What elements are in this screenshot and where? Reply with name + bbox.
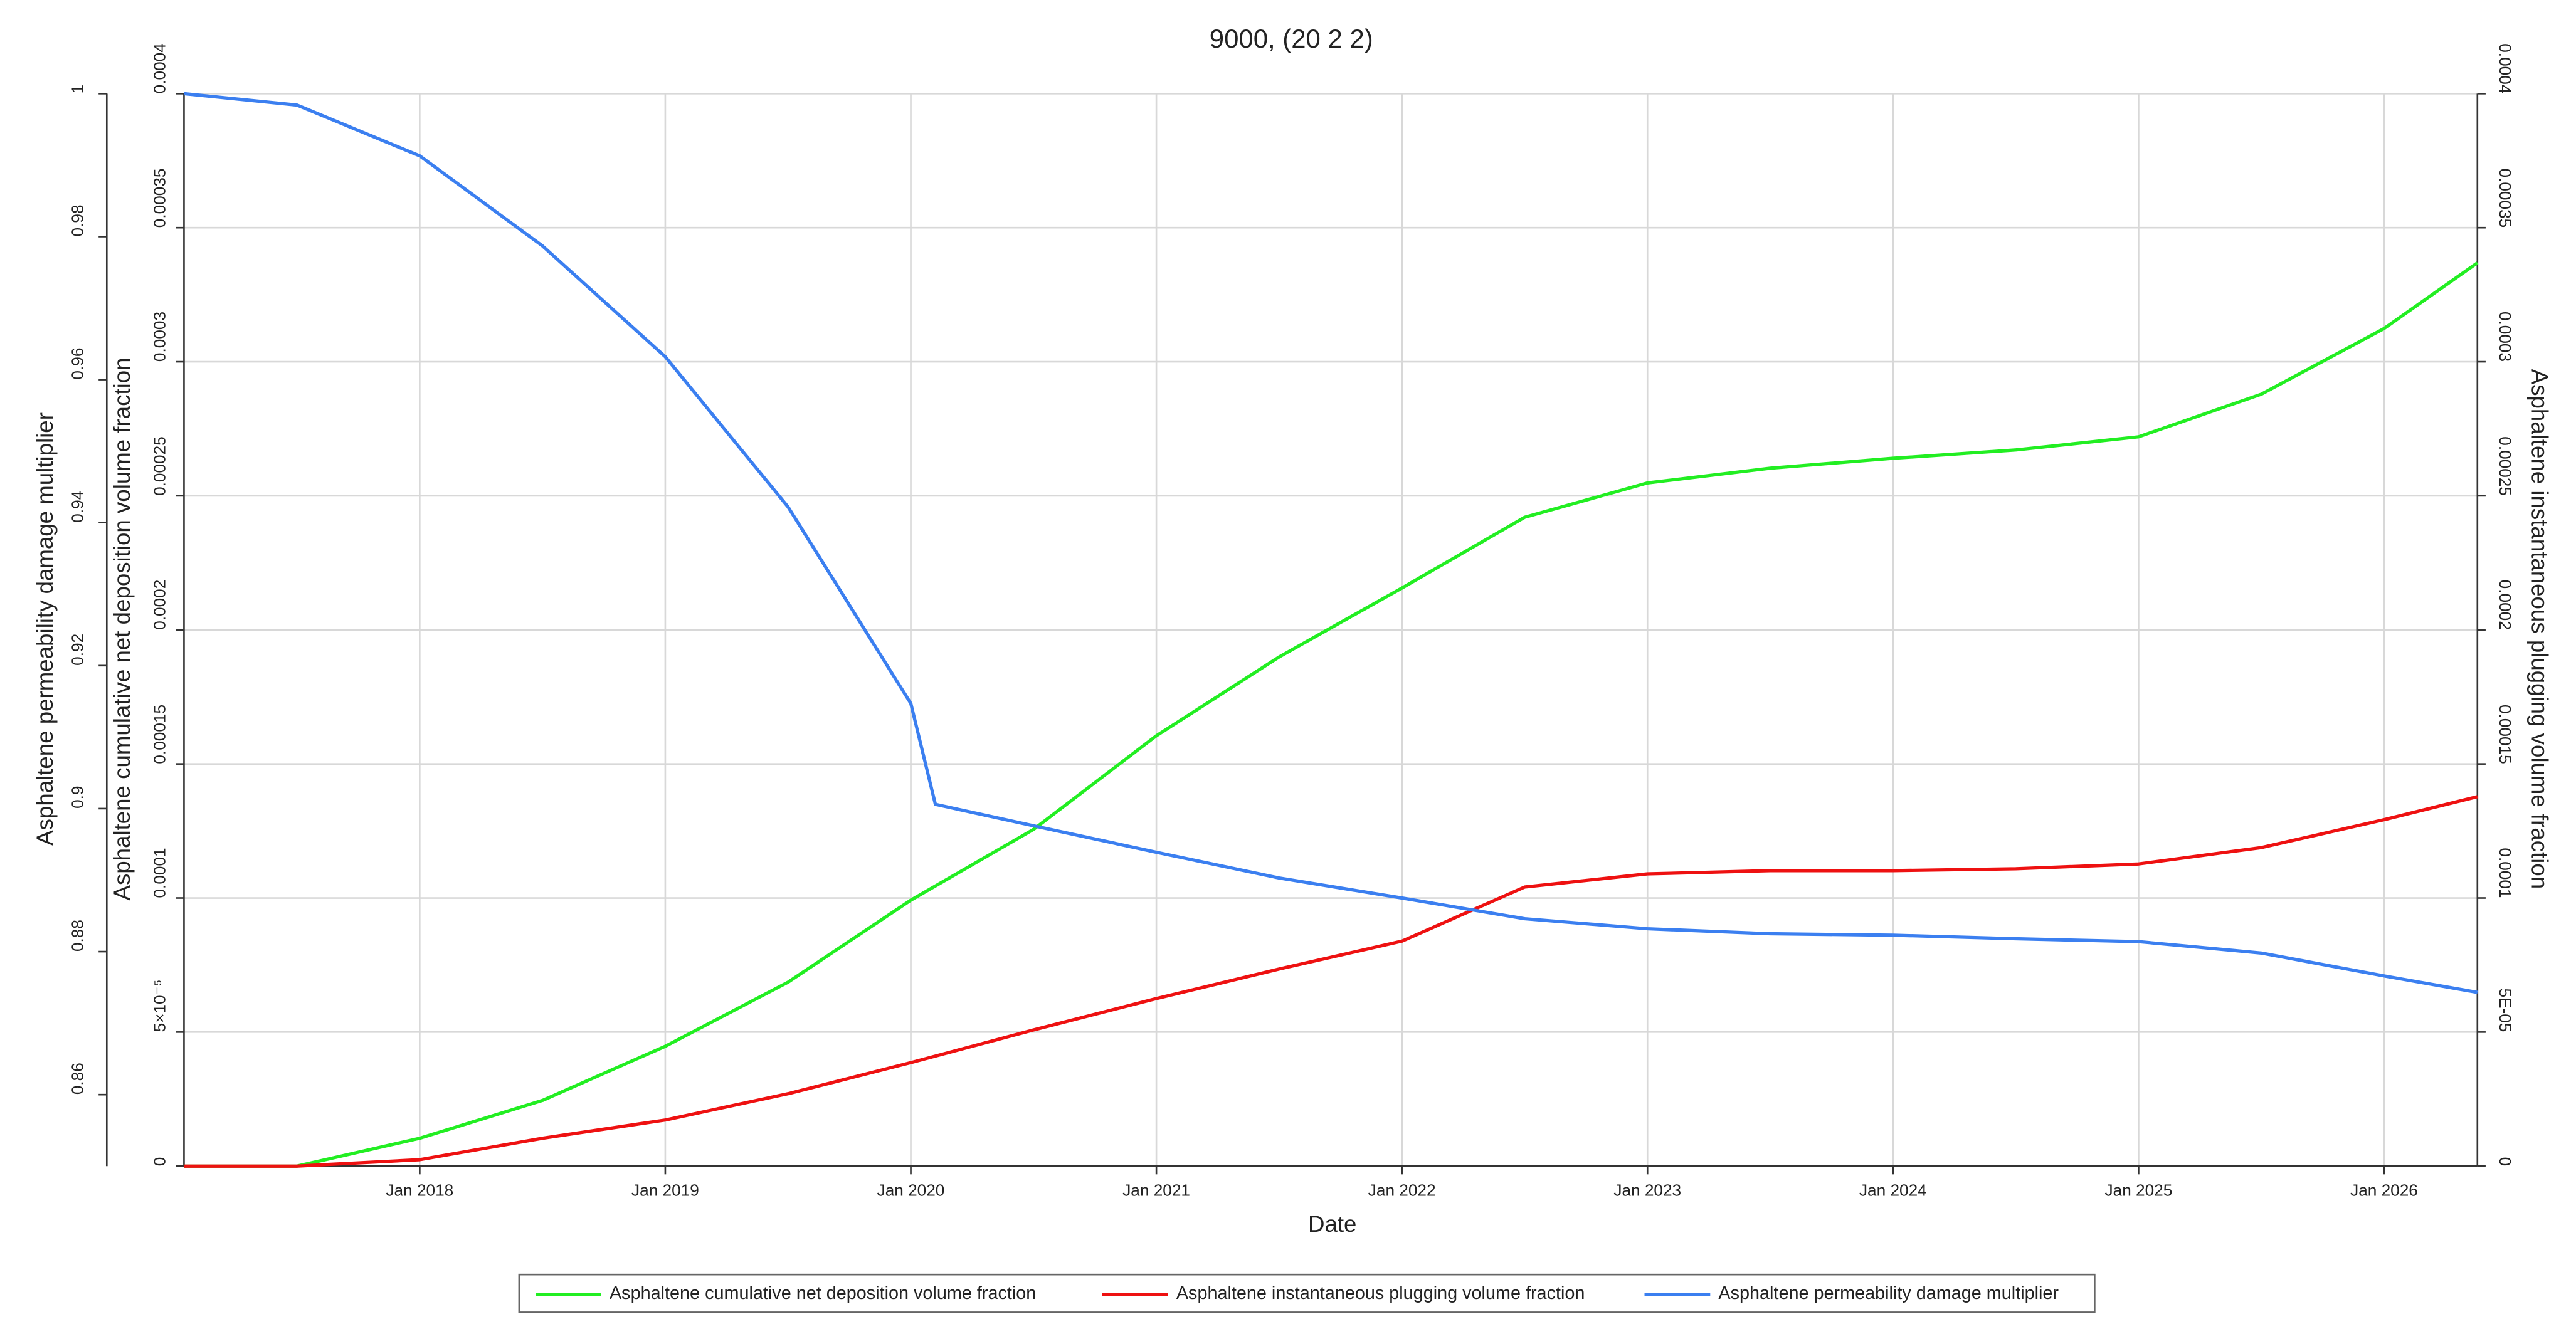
y-tick-label: 0.0003 xyxy=(150,312,169,362)
y-tick-label: 0.0004 xyxy=(2496,43,2515,93)
y-tick-label: 0.0001 xyxy=(2496,848,2515,898)
x-tick-label: Jan 2026 xyxy=(2350,1180,2418,1199)
y-tick-label: 0.0002 xyxy=(2496,580,2515,630)
y-tick-label: 1 xyxy=(68,85,87,94)
x-tick-label: Jan 2019 xyxy=(631,1180,699,1199)
x-tick-label: Jan 2023 xyxy=(1613,1180,1681,1199)
y-tick-label: 0.00025 xyxy=(2496,436,2515,496)
x-tick-label: Jan 2021 xyxy=(1122,1180,1190,1199)
y3-axis-title: Asphaltene permeability damage multiplie… xyxy=(32,412,58,846)
y-tick-label: 0.00015 xyxy=(2496,705,2515,764)
y-tick-label: 0.98 xyxy=(68,204,87,236)
y-tick-label: 0.0002 xyxy=(150,580,169,630)
legend-label: Asphaltene permeability damage multiplie… xyxy=(1718,1283,2059,1303)
y-tick-label: 0.92 xyxy=(68,634,87,666)
series-line xyxy=(184,795,2478,1168)
x-tick-label: Jan 2022 xyxy=(1368,1180,1436,1199)
y-axis-title: Asphaltene cumulative net deposition vol… xyxy=(109,357,135,900)
y-tick-label: 0.96 xyxy=(68,348,87,380)
y-tick-label: 0.86 xyxy=(68,1063,87,1095)
y-tick-label: 0.00015 xyxy=(150,705,169,764)
y-tick-label: 0.0003 xyxy=(2496,312,2515,362)
y2-axis-title: Asphaltene instantaneous plugging volume… xyxy=(2526,369,2552,889)
x-tick-label: Jan 2025 xyxy=(2105,1180,2173,1199)
x-tick-label: Jan 2020 xyxy=(877,1180,945,1199)
y-tick-label: 5E-05 xyxy=(2496,988,2515,1032)
y-tick-label: 0.00035 xyxy=(150,169,169,228)
legend-label: Asphaltene cumulative net deposition vol… xyxy=(610,1283,1036,1303)
y-tick-label: 0.9 xyxy=(68,786,87,809)
y-tick-label: 0.00035 xyxy=(2496,169,2515,228)
y-tick-label: 0 xyxy=(2496,1157,2515,1167)
y-tick-label: 0.00025 xyxy=(150,436,169,496)
legend-label: Asphaltene instantaneous plugging volume… xyxy=(1176,1283,1585,1303)
y-tick-label: 5×10⁻⁵ xyxy=(150,980,169,1032)
chart-title: 9000, (20 2 2) xyxy=(1210,24,1373,53)
legend-box xyxy=(518,1273,2096,1313)
y-tick-label: 0.94 xyxy=(68,491,87,523)
y-tick-label: 0.0001 xyxy=(150,848,169,898)
y-tick-label: 0.0004 xyxy=(150,43,169,93)
series-line xyxy=(184,261,2479,1168)
y-tick-label: 0.88 xyxy=(68,920,87,952)
x-axis-title: Date xyxy=(1308,1211,1356,1237)
y-tick-label: 0 xyxy=(150,1157,169,1167)
series-line xyxy=(184,92,2478,994)
x-tick-label: Jan 2018 xyxy=(386,1180,453,1199)
x-tick-label: Jan 2024 xyxy=(1859,1180,1927,1199)
